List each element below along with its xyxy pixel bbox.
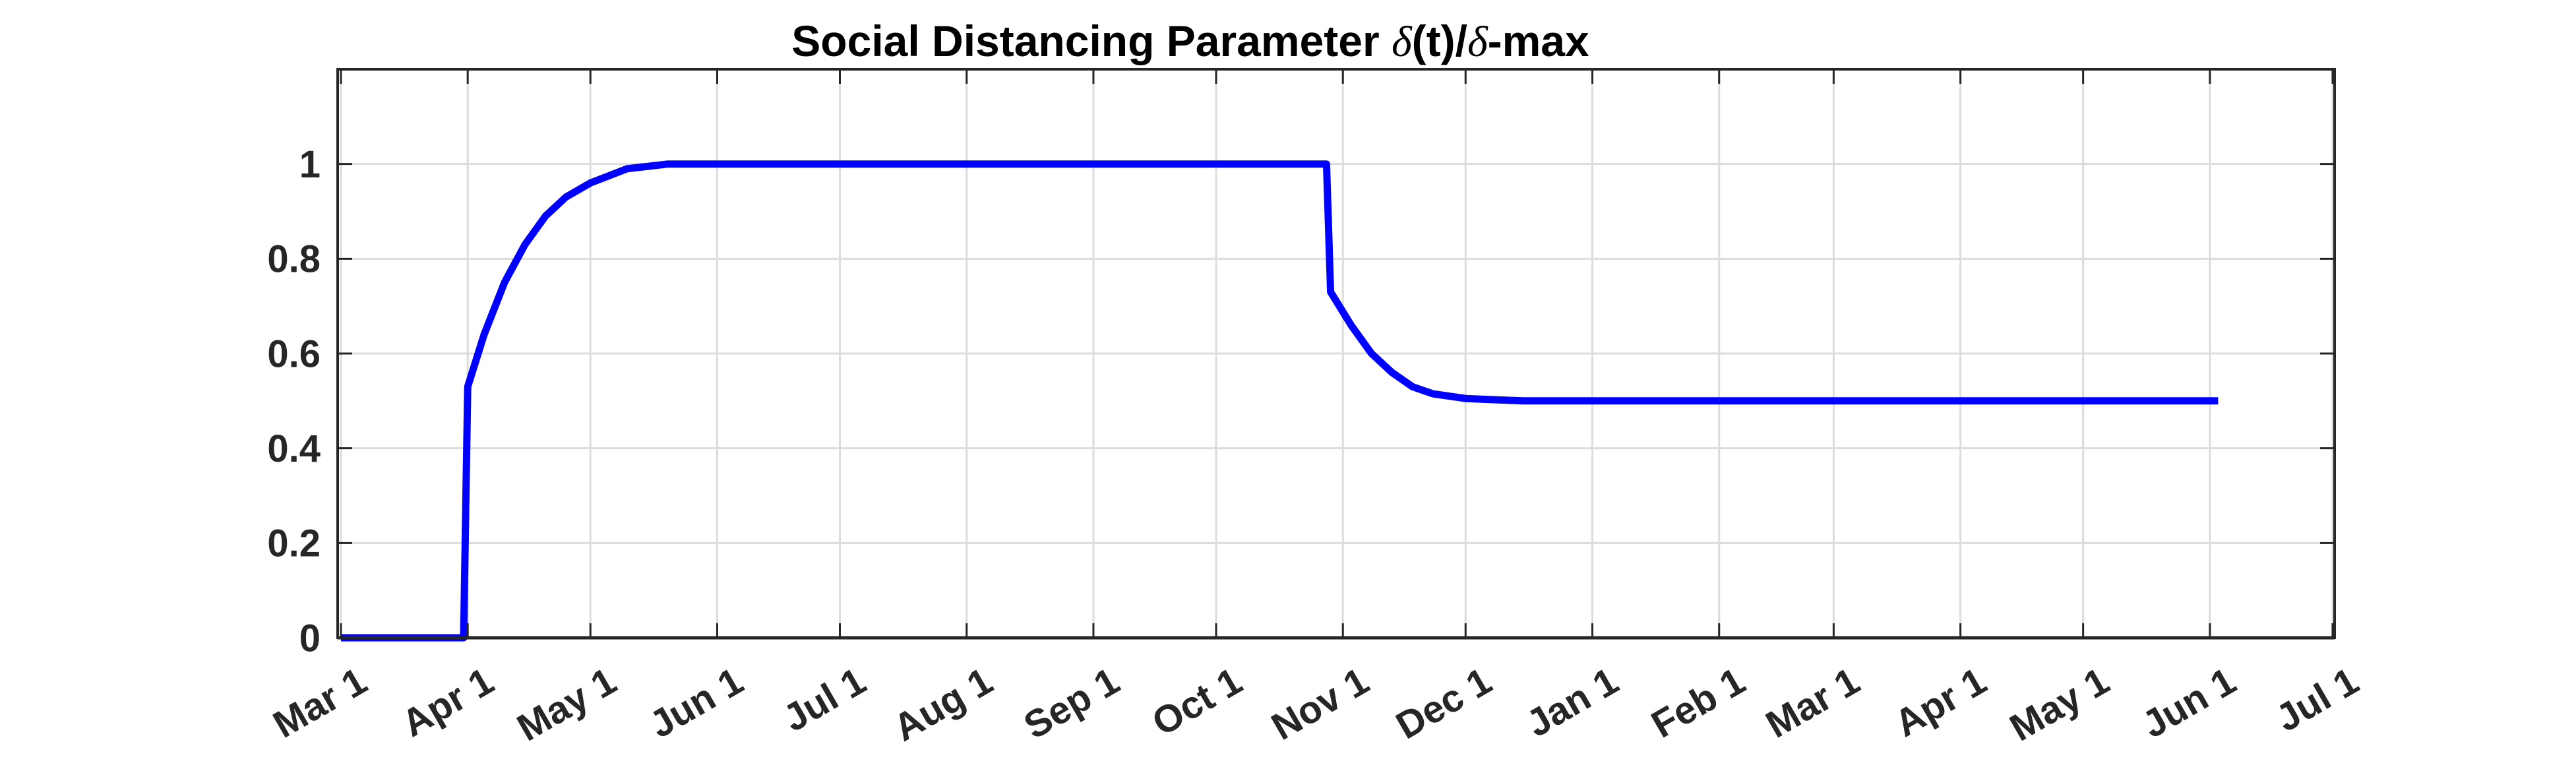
series-line [341, 160, 2219, 642]
y-tick-label: 0 [299, 617, 321, 660]
title-prefix: Social Distancing Parameter [791, 16, 1392, 65]
plot-series [341, 160, 2219, 642]
title-middle: (t)/ [1412, 16, 1467, 65]
y-tick-label: 0.8 [267, 238, 321, 281]
title-delta-max-symbol: δ [1467, 18, 1488, 66]
title-delta-symbol: δ [1392, 18, 1413, 66]
y-tick-label: 0.6 [267, 332, 321, 375]
chart-title: Social Distancing Parameter δ(t)/δ-max [791, 16, 1589, 66]
y-tick-label: 0.2 [267, 522, 321, 565]
title-suffix: -max [1488, 16, 1589, 65]
y-axis-ticks: 0 0.2 0.4 0.6 0.8 1 [267, 143, 2335, 660]
y-tick-label: 1 [299, 143, 321, 186]
y-tick-label: 0.4 [267, 427, 321, 470]
